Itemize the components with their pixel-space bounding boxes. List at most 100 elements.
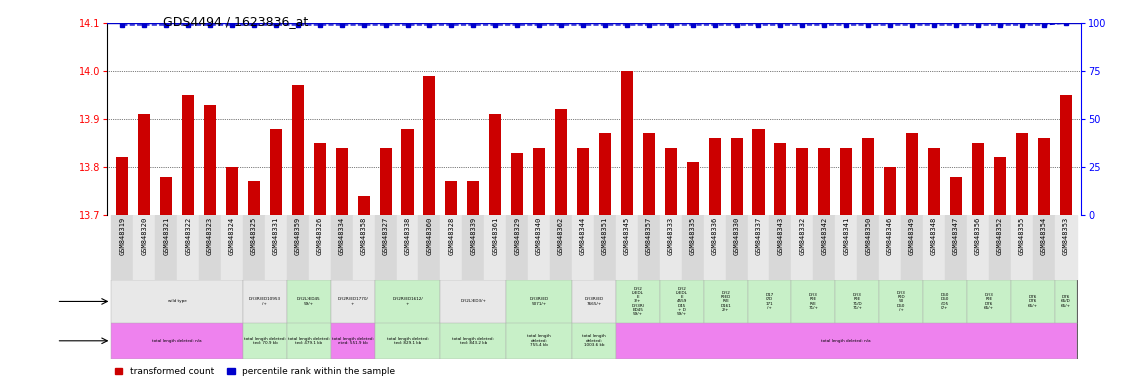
Bar xyxy=(358,196,369,215)
Bar xyxy=(423,76,436,215)
Bar xyxy=(287,323,331,359)
Text: GSM848346: GSM848346 xyxy=(887,217,893,255)
Bar xyxy=(835,215,857,280)
Bar xyxy=(440,215,463,280)
Text: GSM848333: GSM848333 xyxy=(668,217,673,255)
Text: total length deleted:
eted: 551.9 kb: total length deleted: eted: 551.9 kb xyxy=(332,337,374,345)
Bar xyxy=(1038,138,1049,215)
Bar xyxy=(226,167,238,215)
Bar xyxy=(533,148,545,215)
Text: GSM848336: GSM848336 xyxy=(712,217,717,255)
Bar xyxy=(923,280,967,323)
Bar xyxy=(116,157,128,215)
Bar xyxy=(555,109,568,215)
Bar xyxy=(111,215,133,280)
Bar xyxy=(1055,215,1076,280)
Text: D76
D76
65/+: D76 D76 65/+ xyxy=(1028,295,1038,308)
Text: GSM848329: GSM848329 xyxy=(515,217,520,255)
Text: GSM848322: GSM848322 xyxy=(185,217,191,255)
Bar xyxy=(577,148,589,215)
Bar xyxy=(440,280,507,323)
Bar xyxy=(375,323,440,359)
Bar xyxy=(467,181,480,215)
Text: Df(2
R)ED
R/E
D161
2/+: Df(2 R)ED R/E D161 2/+ xyxy=(721,291,731,312)
Bar xyxy=(507,215,528,280)
Bar xyxy=(863,138,874,215)
Text: GSM848327: GSM848327 xyxy=(383,217,388,255)
Text: GSM848338: GSM848338 xyxy=(404,217,411,255)
Text: total length deleted:
ted: 70.9 kb: total length deleted: ted: 70.9 kb xyxy=(244,337,286,345)
Text: GSM848328: GSM848328 xyxy=(448,217,455,255)
Bar xyxy=(1060,95,1072,215)
Text: GSM848350: GSM848350 xyxy=(865,217,872,255)
Text: GSM848351: GSM848351 xyxy=(602,217,608,255)
Bar xyxy=(989,215,1011,280)
Bar xyxy=(204,104,216,215)
Text: GSM848362: GSM848362 xyxy=(558,217,564,255)
Bar xyxy=(446,181,457,215)
Bar xyxy=(775,143,786,215)
Bar xyxy=(879,215,901,280)
Text: Df(3R)ED
7665/+: Df(3R)ED 7665/+ xyxy=(584,297,604,306)
Text: GSM848339: GSM848339 xyxy=(471,217,476,255)
Bar xyxy=(375,215,396,280)
Bar xyxy=(687,162,699,215)
Bar xyxy=(270,129,282,215)
Text: Df(2
L)EDL
E
4559
D45
+ D
59/+: Df(2 L)EDL E 4559 D45 + D 59/+ xyxy=(676,286,688,316)
Text: total length
deleted:
755.4 kb: total length deleted: 755.4 kb xyxy=(527,334,551,347)
Text: GSM848357: GSM848357 xyxy=(646,217,652,255)
Text: total length deleted:
ted: 843.2 kb: total length deleted: ted: 843.2 kb xyxy=(453,337,494,345)
Text: GSM848354: GSM848354 xyxy=(1040,217,1047,255)
Text: GSM848325: GSM848325 xyxy=(251,217,257,255)
Bar xyxy=(731,138,742,215)
Bar xyxy=(507,280,572,323)
Bar xyxy=(160,177,172,215)
Text: D76
65/D
65/+: D76 65/D 65/+ xyxy=(1061,295,1071,308)
Bar xyxy=(1033,215,1055,280)
Text: GSM848330: GSM848330 xyxy=(733,217,740,255)
Bar xyxy=(331,323,375,359)
Bar xyxy=(796,148,808,215)
Text: GSM848360: GSM848360 xyxy=(427,217,432,255)
Bar xyxy=(792,280,835,323)
Text: total length
deleted:
1003.6 kb: total length deleted: 1003.6 kb xyxy=(582,334,606,347)
Bar xyxy=(199,215,221,280)
Bar xyxy=(572,323,616,359)
Text: total length deleted:
ted: 479.1 kb: total length deleted: ted: 479.1 kb xyxy=(288,337,330,345)
Bar xyxy=(840,148,852,215)
Bar xyxy=(616,323,1076,359)
Text: GSM848323: GSM848323 xyxy=(207,217,213,255)
Bar xyxy=(551,215,572,280)
Bar xyxy=(309,215,331,280)
Text: Df(2L)ED3/+: Df(2L)ED3/+ xyxy=(461,300,486,303)
Text: GSM848358: GSM848358 xyxy=(360,217,367,255)
Bar xyxy=(243,215,265,280)
Text: Df(3
R)E
R/E
71/+: Df(3 R)E R/E 71/+ xyxy=(808,293,819,310)
Bar xyxy=(901,215,923,280)
Bar xyxy=(637,215,660,280)
Bar xyxy=(752,129,765,215)
Text: GSM848320: GSM848320 xyxy=(141,217,148,255)
Bar xyxy=(704,280,748,323)
Bar xyxy=(884,167,896,215)
Text: GSM848319: GSM848319 xyxy=(119,217,125,255)
Bar xyxy=(643,133,655,215)
Bar xyxy=(375,280,440,323)
Bar xyxy=(879,280,923,323)
Bar xyxy=(177,215,199,280)
Text: GSM848347: GSM848347 xyxy=(953,217,959,255)
Bar xyxy=(265,215,287,280)
Text: Df(2R)ED1770/
+: Df(2R)ED1770/ + xyxy=(337,297,368,306)
Bar xyxy=(440,323,507,359)
Text: GSM848340: GSM848340 xyxy=(536,217,542,255)
Bar xyxy=(287,280,331,323)
Bar xyxy=(906,133,918,215)
Text: GSM848335: GSM848335 xyxy=(690,217,696,255)
Bar xyxy=(292,85,304,215)
Bar xyxy=(396,215,419,280)
Bar xyxy=(660,215,681,280)
Bar xyxy=(243,280,287,323)
Bar xyxy=(950,177,962,215)
Text: GSM848332: GSM848332 xyxy=(799,217,805,255)
Bar xyxy=(923,215,945,280)
